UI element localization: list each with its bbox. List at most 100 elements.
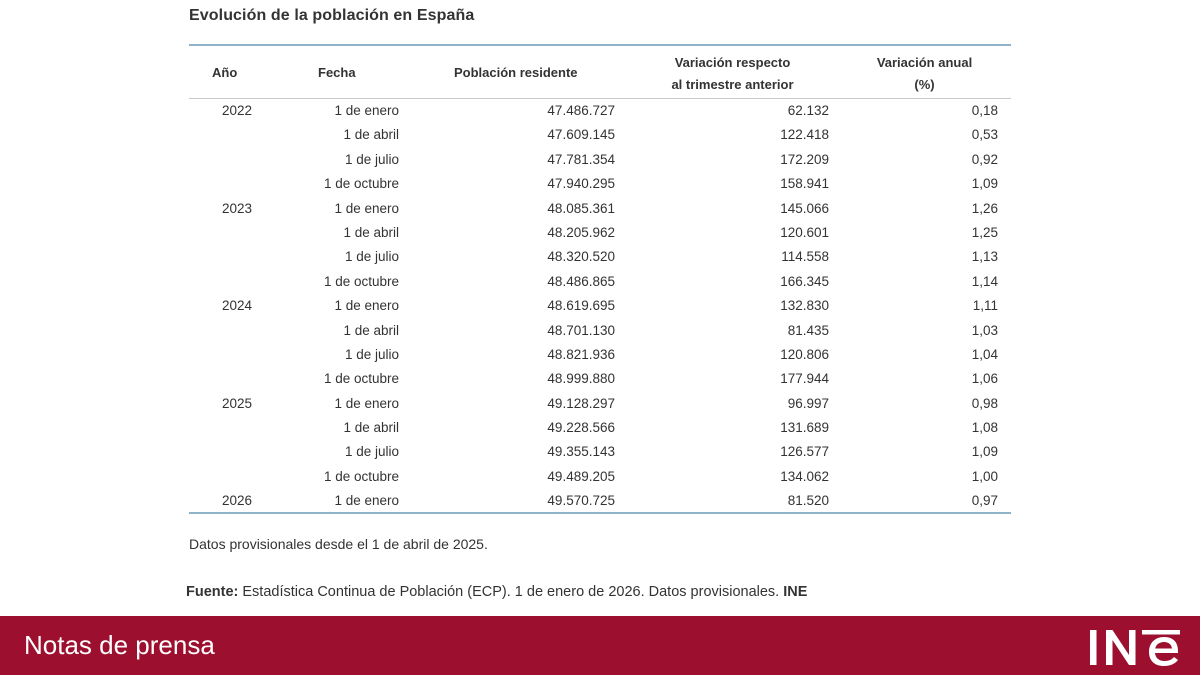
cell-fecha: 1 de julio bbox=[344, 444, 399, 460]
cell-anual: 0,18 bbox=[971, 103, 998, 118]
cell-fecha: 1 de enero bbox=[334, 395, 399, 411]
cell-anual: 0,98 bbox=[971, 395, 998, 411]
cell-variacion: 177.944 bbox=[780, 371, 829, 387]
cell-variacion: 120.806 bbox=[780, 346, 829, 362]
table-top-rule bbox=[189, 44, 1011, 46]
cell-poblacion: 47.609.145 bbox=[547, 127, 615, 143]
cell-poblacion: 49.355.143 bbox=[547, 444, 615, 460]
header-variacion-line1: Variación respecto bbox=[674, 55, 791, 70]
provisional-note: Datos provisionales desde el 1 de abril … bbox=[189, 536, 488, 552]
cell-anual: 1,03 bbox=[971, 322, 998, 338]
table-row: 2025 1 de enero 49.128.297 96.997 0,98 bbox=[189, 392, 1011, 416]
cell-fecha: 1 de octubre bbox=[323, 176, 399, 192]
cell-variacion: 132.830 bbox=[780, 298, 829, 314]
cell-poblacion: 47.486.727 bbox=[547, 103, 615, 118]
cell-fecha: 1 de enero bbox=[334, 200, 399, 216]
cell-fecha: 1 de julio bbox=[344, 249, 399, 265]
cell-variacion: 96.997 bbox=[787, 395, 829, 411]
cell-anual: 1,25 bbox=[971, 224, 998, 240]
cell-variacion: 122.418 bbox=[780, 127, 829, 143]
table-row: 2024 1 de enero 48.619.695 132.830 1,11 bbox=[189, 294, 1011, 318]
header-rule bbox=[189, 98, 1011, 99]
cell-anual: 0,97 bbox=[971, 493, 998, 509]
cell-variacion: 131.689 bbox=[780, 420, 829, 436]
cell-variacion: 158.941 bbox=[780, 176, 829, 192]
cell-variacion: 126.577 bbox=[780, 444, 829, 460]
header-anio: Año bbox=[212, 65, 238, 80]
table-body: 2022 1 de enero 47.486.727 62.132 0,18 1 de a… bbox=[189, 99, 1011, 514]
cell-fecha: 1 de enero bbox=[334, 298, 399, 314]
cell-variacion: 114.558 bbox=[781, 249, 829, 265]
cell-poblacion: 48.821.936 bbox=[547, 346, 615, 362]
header-anual-line1: Variación anual bbox=[876, 55, 973, 70]
cell-anio: 2025 bbox=[222, 395, 253, 411]
cell-fecha: 1 de abril bbox=[343, 224, 399, 240]
table-row: 1 de octubre 49.489.205 134.062 1,00 bbox=[189, 465, 1011, 489]
cell-anio: 2026 bbox=[222, 493, 253, 509]
footer-banner: Notas de prensa bbox=[0, 616, 1200, 675]
cell-fecha: 1 de enero bbox=[334, 103, 399, 118]
table-row: 1 de julio 47.781.354 172.209 0,92 bbox=[189, 148, 1011, 172]
cell-fecha: 1 de enero bbox=[334, 493, 399, 509]
cell-poblacion: 48.085.361 bbox=[547, 200, 615, 216]
source-line: Fuente: Estadística Continua de Població… bbox=[186, 584, 807, 600]
cell-variacion: 134.062 bbox=[780, 468, 829, 484]
table-row: 1 de julio 49.355.143 126.577 1,09 bbox=[189, 440, 1011, 464]
cell-poblacion: 48.701.130 bbox=[547, 322, 615, 338]
cell-poblacion: 49.128.297 bbox=[547, 395, 615, 411]
cell-variacion: 166.345 bbox=[780, 273, 829, 289]
cell-anual: 1,26 bbox=[971, 200, 998, 216]
cell-variacion: 81.520 bbox=[787, 493, 829, 509]
cell-fecha: 1 de julio bbox=[344, 346, 399, 362]
cell-anual: 1,00 bbox=[971, 468, 998, 484]
header-poblacion: Población residente bbox=[454, 65, 578, 80]
cell-anual: 1,09 bbox=[971, 444, 998, 460]
cell-variacion: 120.601 bbox=[780, 224, 829, 240]
cell-variacion: 145.066 bbox=[780, 200, 829, 216]
cell-poblacion: 47.940.295 bbox=[547, 176, 615, 192]
table-row: 1 de abril 48.701.130 81.435 1,03 bbox=[189, 319, 1011, 343]
table-title: Evolución de la población en España bbox=[189, 7, 475, 24]
table-row: 2022 1 de enero 47.486.727 62.132 0,18 bbox=[189, 99, 1011, 123]
table-row: 1 de abril 48.205.962 120.601 1,25 bbox=[189, 221, 1011, 245]
table-row: 1 de julio 48.320.520 114.558 1,13 bbox=[189, 245, 1011, 269]
table-row: 1 de abril 47.609.145 122.418 0,53 bbox=[189, 123, 1011, 147]
cell-poblacion: 48.619.695 bbox=[547, 298, 615, 314]
cell-anual: 1,08 bbox=[971, 420, 998, 436]
ine-logo-icon bbox=[1090, 630, 1180, 666]
cell-poblacion: 49.228.566 bbox=[547, 420, 615, 436]
source-text: Estadística Continua de Población (ECP).… bbox=[238, 584, 784, 600]
cell-anio: 2022 bbox=[222, 103, 253, 118]
cell-anual: 0,53 bbox=[971, 127, 998, 143]
table-row: 2023 1 de enero 48.085.361 145.066 1,26 bbox=[189, 197, 1011, 221]
table-row: 2026 1 de enero 49.570.725 81.520 0,97 bbox=[189, 489, 1011, 513]
table-row: 1 de abril 49.228.566 131.689 1,08 bbox=[189, 416, 1011, 440]
cell-variacion: 62.132 bbox=[787, 103, 829, 118]
cell-anio: 2023 bbox=[222, 200, 253, 216]
table-row: 1 de octubre 48.486.865 166.345 1,14 bbox=[189, 270, 1011, 294]
cell-poblacion: 49.489.205 bbox=[547, 468, 615, 484]
cell-anual: 1,13 bbox=[971, 249, 998, 265]
cell-fecha: 1 de octubre bbox=[323, 468, 399, 484]
footer-title: Notas de prensa bbox=[24, 630, 215, 660]
cell-poblacion: 48.999.880 bbox=[547, 371, 615, 387]
cell-poblacion: 49.570.725 bbox=[547, 493, 615, 509]
cell-fecha: 1 de octubre bbox=[323, 273, 399, 289]
header-variacion: Variación respecto al trimestre anterior bbox=[650, 52, 815, 96]
header-variacion-line2: al trimestre anterior bbox=[671, 77, 794, 92]
header-fecha: Fecha bbox=[318, 65, 356, 80]
cell-anual: 1,09 bbox=[971, 176, 998, 192]
cell-poblacion: 47.781.354 bbox=[547, 151, 615, 167]
cell-variacion: 81.435 bbox=[787, 322, 829, 338]
cell-fecha: 1 de julio bbox=[344, 151, 399, 167]
cell-anual: 1,04 bbox=[971, 346, 998, 362]
cell-fecha: 1 de octubre bbox=[323, 371, 399, 387]
header-anual-line2: (%) bbox=[914, 77, 935, 92]
cell-fecha: 1 de abril bbox=[343, 127, 399, 143]
cell-fecha: 1 de abril bbox=[343, 420, 399, 436]
table-bottom-rule bbox=[189, 512, 1011, 514]
cell-poblacion: 48.320.520 bbox=[547, 249, 615, 265]
table-row: 1 de octubre 48.999.880 177.944 1,06 bbox=[189, 367, 1011, 391]
cell-anual: 1,14 bbox=[971, 273, 998, 289]
table-row: 1 de octubre 47.940.295 158.941 1,09 bbox=[189, 172, 1011, 196]
